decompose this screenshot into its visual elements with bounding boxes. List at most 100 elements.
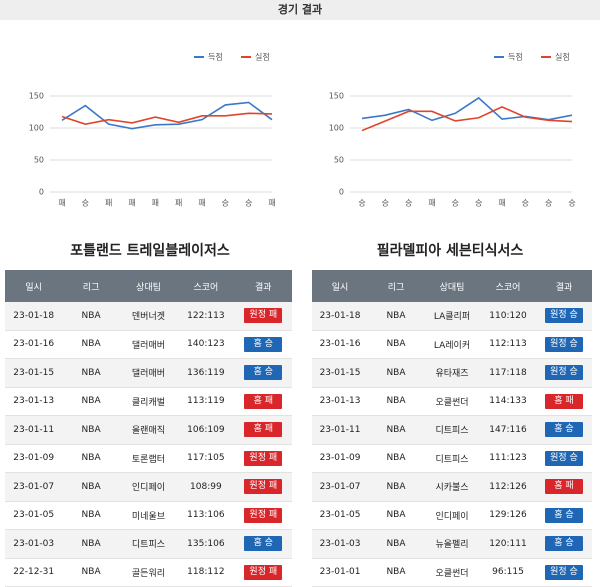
cell: 댈러매버 xyxy=(119,358,178,388)
series-line xyxy=(61,101,273,130)
column-header: 리그 xyxy=(62,270,120,302)
cell: 111:123 xyxy=(480,444,536,473)
cell: 원정 패 xyxy=(234,501,292,530)
cell: LA클리퍼 xyxy=(424,302,480,331)
x-tick-label: 패 xyxy=(198,198,205,208)
cell: 117:118 xyxy=(480,358,536,388)
header-row: 일시 리그 상대팀 스코어 결과 xyxy=(312,270,592,302)
cell: 129:126 xyxy=(480,501,536,530)
x-tick-label: 승 xyxy=(82,199,89,208)
cell: 23-01-18 xyxy=(312,302,368,331)
result-badge: 홈 승 xyxy=(545,507,583,523)
row: 23-01-13 NBA 클리캐벌 113:119 홈 패 xyxy=(5,387,292,416)
row: 23-01-16 NBA LA레이커 112:113 원정 승 xyxy=(312,330,592,359)
cell: 오클썬더 xyxy=(424,558,480,587)
cell: 홈 승 xyxy=(234,330,292,359)
y-tick-label: 0 xyxy=(339,188,344,197)
x-tick-label: 패 xyxy=(175,198,182,208)
cell: 홈 패 xyxy=(234,415,292,445)
result-badge: 홈 패 xyxy=(545,479,583,495)
cell: 원정 승 xyxy=(536,330,592,359)
cell: 토론랩터 xyxy=(119,444,178,473)
cell: 114:133 xyxy=(480,387,536,416)
charts: 0 50 100 150 패 승 패 패 패 패 패 승 승 패 득점 실점 0 50 100 150 승 승 승 패 승 승 패 승… xyxy=(29,52,576,208)
x-tick-label: 승 xyxy=(245,199,252,208)
row: 23-01-16 NBA 댈러매버 140:123 홈 승 xyxy=(5,330,292,359)
result-badge: 원정 승 xyxy=(545,336,583,352)
x-tick-label: 승 xyxy=(358,199,365,208)
y-tick-label: 150 xyxy=(329,92,344,101)
series-line xyxy=(361,106,573,132)
cell: 원정 패 xyxy=(234,444,292,473)
x-tick-label: 승 xyxy=(222,199,229,208)
cell: 122:113 xyxy=(177,302,235,331)
cell: 23-01-01 xyxy=(312,558,368,587)
cell: 23-01-03 xyxy=(312,529,368,559)
cell: NBA xyxy=(62,302,120,331)
cell: 홈 승 xyxy=(234,358,292,388)
cell: NBA xyxy=(368,444,424,473)
cell: 120:111 xyxy=(480,529,536,559)
cell: 디트피스 xyxy=(424,415,480,445)
cell: 118:112 xyxy=(177,558,235,587)
cell: 오클썬더 xyxy=(424,387,480,416)
cell: 23-01-15 xyxy=(312,358,368,388)
cell: NBA xyxy=(62,558,120,587)
cell: 덴버너겟 xyxy=(119,302,178,331)
y-tick-label: 100 xyxy=(329,124,344,133)
cell: 113:106 xyxy=(177,501,235,530)
cell: 23-01-09 xyxy=(312,444,368,473)
row: 23-01-05 NBA 인디페이 129:126 홈 승 xyxy=(312,501,592,530)
cell: NBA xyxy=(62,415,120,445)
row: 23-01-11 NBA 올랜매직 106:109 홈 패 xyxy=(5,415,292,445)
result-badge: 원정 패 xyxy=(244,507,283,523)
cell: 인디페이 xyxy=(119,472,178,502)
cell: NBA xyxy=(62,501,120,530)
legend-label: 실점 xyxy=(555,52,570,62)
cell: 골든워리 xyxy=(119,558,178,587)
cell: 홈 승 xyxy=(536,415,592,445)
cell: NBA xyxy=(368,558,424,587)
x-tick-label: 승 xyxy=(452,199,459,208)
team-name: 필라델피아 세븐티식서스 xyxy=(376,243,524,259)
column-header: 상대팀 xyxy=(424,270,480,302)
cell: 디트피스 xyxy=(424,444,480,473)
row: 23-01-01 NBA 오클썬더 96:115 원정 승 xyxy=(312,558,592,587)
result-badge: 원정 패 xyxy=(244,308,283,324)
column-header: 결과 xyxy=(234,270,292,302)
cell: 홈 승 xyxy=(536,529,592,559)
cell: 홈 승 xyxy=(536,501,592,530)
x-tick-label: 패 xyxy=(428,198,435,208)
team-name: 포틀랜드 트레일블레이저스 xyxy=(70,243,230,259)
cell: LA레이커 xyxy=(424,330,480,359)
result-badge: 원정 승 xyxy=(545,564,583,580)
cell: 147:116 xyxy=(480,415,536,445)
column-header: 스코어 xyxy=(177,270,235,302)
x-tick-label: 승 xyxy=(382,199,389,208)
x-tick-label: 패 xyxy=(128,198,135,208)
cell: NBA xyxy=(62,358,120,388)
row: 23-01-07 NBA 시카불스 112:126 홈 패 xyxy=(312,472,592,502)
cell: NBA xyxy=(368,529,424,559)
cell: NBA xyxy=(368,501,424,530)
cell: NBA xyxy=(368,302,424,331)
cell: 시카불스 xyxy=(424,472,480,502)
cell: 140:123 xyxy=(177,330,235,359)
result-badge: 홈 승 xyxy=(545,536,583,552)
column-header: 일시 xyxy=(312,270,368,302)
x-tick-label: 승 xyxy=(568,199,575,208)
cell: 23-01-15 xyxy=(5,358,63,388)
cell: NBA xyxy=(368,472,424,502)
cell: 원정 승 xyxy=(536,558,592,587)
cell: 23-01-16 xyxy=(5,330,63,359)
row: 23-01-07 NBA 인디페이 108:99 원정 패 xyxy=(5,472,292,502)
cell: 23-01-18 xyxy=(5,302,63,331)
cell: 23-01-07 xyxy=(312,472,368,502)
y-tick-label: 100 xyxy=(29,124,44,133)
cell: NBA xyxy=(62,444,120,473)
cell: NBA xyxy=(368,387,424,416)
row: 23-01-09 NBA 디트피스 111:123 원정 승 xyxy=(312,444,592,473)
cell: 23-01-09 xyxy=(5,444,63,473)
cell: 23-01-13 xyxy=(5,387,63,416)
